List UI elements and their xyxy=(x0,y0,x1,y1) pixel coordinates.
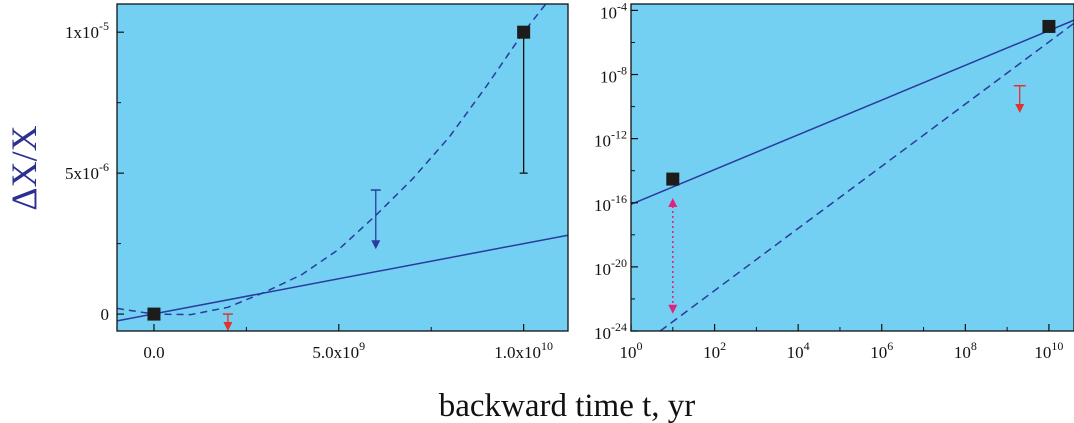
right-series-dashed-line xyxy=(659,22,1074,331)
right-x-tick-label-1: 102 xyxy=(703,339,726,362)
left-plot-area xyxy=(117,4,568,331)
right-y-tick-label-2: 10-16 xyxy=(594,192,627,215)
right-plot-frame xyxy=(630,3,1074,332)
left-upper-limit-arrow-1 xyxy=(371,240,381,250)
y-axis-label-delta: Δ xyxy=(4,187,44,210)
left-data-point-0 xyxy=(147,307,161,321)
left-series-solid-line xyxy=(117,234,568,322)
right-y-tick-label-4: 10-8 xyxy=(600,64,627,87)
right-double-arrow-top-0 xyxy=(668,197,678,207)
y-axis-label-rest: X/X xyxy=(4,125,44,187)
right-y-tick-label-5: 10-4 xyxy=(600,0,627,22)
right-plot-area xyxy=(631,4,1074,331)
left-panel: 0.0 5.0x109 1.0x1010 0 5x10-6 1x10-5 xyxy=(65,3,569,362)
right-y-tick-label-0: 10-24 xyxy=(594,320,627,343)
right-double-arrow-bottom-0 xyxy=(668,304,678,314)
left-data-point-1 xyxy=(517,25,531,39)
left-y-tick-label-0: 0 xyxy=(101,305,110,324)
right-y-tick-label-3: 10-12 xyxy=(594,128,627,151)
y-axis-label: ΔX/X xyxy=(4,125,44,210)
right-x-tick-label-2: 104 xyxy=(787,339,810,362)
right-x-tick-label-3: 106 xyxy=(870,339,893,362)
left-plot-frame xyxy=(116,3,569,332)
right-x-tick-label-4: 108 xyxy=(954,339,977,362)
left-upper-limit-arrow-0 xyxy=(223,322,233,331)
left-series-dashed-line xyxy=(117,4,547,316)
right-upper-limit-arrow-0 xyxy=(1015,103,1025,113)
x-axis-label: backward time t, yr xyxy=(439,388,696,423)
right-data-point-0 xyxy=(666,172,680,186)
right-series-solid-line xyxy=(631,19,1074,205)
left-y-tick-label-2: 1x10-5 xyxy=(65,19,109,42)
left-x-tick-label-1: 5.0x109 xyxy=(312,339,365,362)
left-x-tick-label-0: 0.0 xyxy=(143,343,164,362)
right-data-point-1 xyxy=(1042,19,1056,33)
right-y-tick-label-1: 10-20 xyxy=(594,256,627,279)
right-panel: 100 102 104 106 108 1010 10-24 10-20 10-16 10-12 1… xyxy=(594,0,1074,362)
right-x-tick-label-0: 100 xyxy=(620,339,643,362)
left-x-tick-label-2: 1.0x1010 xyxy=(494,339,553,362)
left-y-tick-label-1: 5x10-6 xyxy=(65,160,109,183)
right-x-tick-label-5: 1010 xyxy=(1034,339,1063,362)
